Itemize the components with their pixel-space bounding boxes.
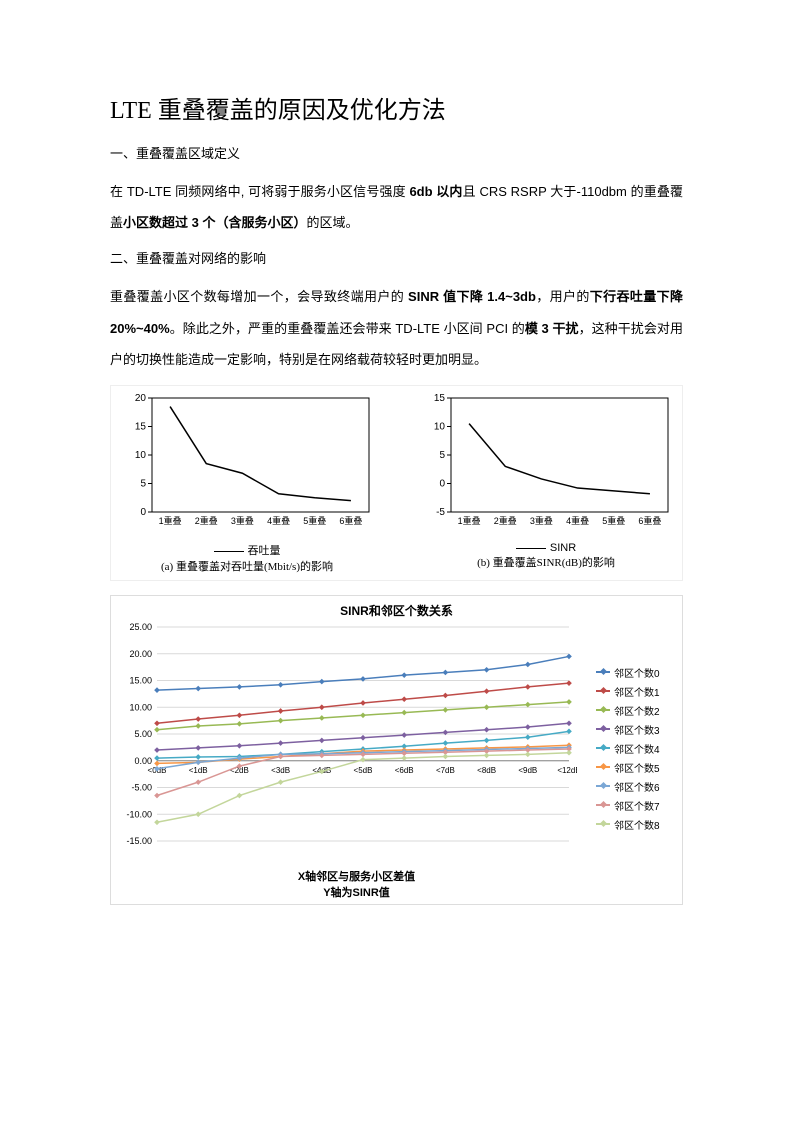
svg-text:5: 5: [439, 450, 445, 461]
legend-item: 邻区个数0: [596, 665, 676, 680]
svg-text:<12dB: <12dB: [557, 766, 577, 775]
svg-text:5重叠: 5重叠: [602, 515, 625, 526]
svg-text:5: 5: [140, 478, 146, 489]
svg-text:10.00: 10.00: [129, 702, 152, 712]
svg-text:5.00: 5.00: [134, 729, 152, 739]
svg-text:4重叠: 4重叠: [566, 515, 589, 526]
svg-text:2重叠: 2重叠: [494, 515, 517, 526]
small-charts-row: 0 5 10 15 20 1重叠 2重叠 3重叠 4重叠 5重叠 6重叠 吞吐量 (a) 重叠覆盖对…: [110, 385, 683, 581]
svg-text:5重叠: 5重叠: [303, 515, 326, 526]
chart-b-caption: (b) 重叠覆盖SINR(dB)的影响: [416, 554, 676, 570]
svg-text:6重叠: 6重叠: [638, 515, 661, 526]
svg-text:1重叠: 1重叠: [458, 515, 481, 526]
section-1-heading: 一、重叠覆盖区域定义: [110, 143, 683, 162]
legend-item: 邻区个数4: [596, 741, 676, 756]
big-chart-title: SINR和邻区个数关系: [117, 602, 676, 619]
svg-text:-10.00: -10.00: [126, 809, 152, 819]
svg-text:-5: -5: [436, 507, 445, 518]
svg-text:0.00: 0.00: [134, 756, 152, 766]
svg-text:<8dB: <8dB: [477, 766, 496, 775]
svg-text:1重叠: 1重叠: [159, 515, 182, 526]
svg-text:-15.00: -15.00: [126, 836, 152, 846]
chart-b-legend: SINR: [550, 542, 576, 554]
chart-a-legend: 吞吐量: [248, 545, 281, 557]
svg-text:<6dB: <6dB: [395, 766, 414, 775]
svg-text:10: 10: [434, 421, 446, 432]
svg-text:20.00: 20.00: [129, 649, 152, 659]
svg-text:0: 0: [439, 478, 445, 489]
big-chart-ylabel: Y轴为SINR值: [117, 884, 596, 900]
svg-text:25.00: 25.00: [129, 622, 152, 632]
svg-text:3重叠: 3重叠: [530, 515, 553, 526]
page-title: LTE 重叠覆盖的原因及优化方法: [110, 90, 683, 125]
svg-text:2重叠: 2重叠: [195, 515, 218, 526]
legend-item: 邻区个数7: [596, 798, 676, 813]
svg-text:<1dB: <1dB: [189, 766, 208, 775]
paragraph-2: 重叠覆盖小区个数每增加一个，会导致终端用户的 SINR 值下降 1.4~3db，…: [110, 281, 683, 375]
svg-text:6重叠: 6重叠: [339, 515, 362, 526]
legend-item: 邻区个数3: [596, 722, 676, 737]
chart-a: 0 5 10 15 20 1重叠 2重叠 3重叠 4重叠 5重叠 6重叠 吞吐量 (a) 重叠覆盖对…: [117, 390, 377, 574]
section-2-heading: 二、重叠覆盖对网络的影响: [110, 248, 683, 267]
big-chart-xlabel: X轴邻区与服务小区差值: [117, 868, 596, 884]
chart-a-caption: (a) 重叠覆盖对吞吐量(Mbit/s)的影响: [117, 558, 377, 574]
legend-item: 邻区个数6: [596, 779, 676, 794]
svg-text:10: 10: [135, 450, 147, 461]
svg-text:15.00: 15.00: [129, 675, 152, 685]
legend-item: 邻区个数2: [596, 703, 676, 718]
svg-text:15: 15: [434, 393, 446, 404]
svg-text:<5dB: <5dB: [354, 766, 373, 775]
paragraph-1: 在 TD-LTE 同频网络中, 可将弱于服务小区信号强度 6db 以内且 CRS…: [110, 176, 683, 238]
svg-text:15: 15: [135, 421, 147, 432]
svg-text:<7dB: <7dB: [436, 766, 455, 775]
legend-item: 邻区个数8: [596, 817, 676, 832]
chart-b: -5 0 5 10 15 1重叠 2重叠 3重叠 4重叠 5重叠 6重叠 SINR (b) 重叠覆盖…: [416, 390, 676, 574]
svg-text:-5.00: -5.00: [131, 782, 152, 792]
legend-item: 邻区个数1: [596, 684, 676, 699]
big-chart-legend: 邻区个数0 邻区个数1 邻区个数2 邻区个数3 邻区个数4 邻区个数5 邻区个数6 邻区个数7…: [596, 621, 676, 900]
svg-text:<3dB: <3dB: [271, 766, 290, 775]
svg-text:3重叠: 3重叠: [231, 515, 254, 526]
legend-item: 邻区个数5: [596, 760, 676, 775]
big-chart: SINR和邻区个数关系 -15.00 -10.00 -5.00 0.00 5.00 10.…: [110, 595, 683, 905]
svg-text:4重叠: 4重叠: [267, 515, 290, 526]
svg-text:20: 20: [135, 393, 147, 404]
svg-text:0: 0: [140, 507, 146, 518]
svg-text:<9dB: <9dB: [518, 766, 537, 775]
